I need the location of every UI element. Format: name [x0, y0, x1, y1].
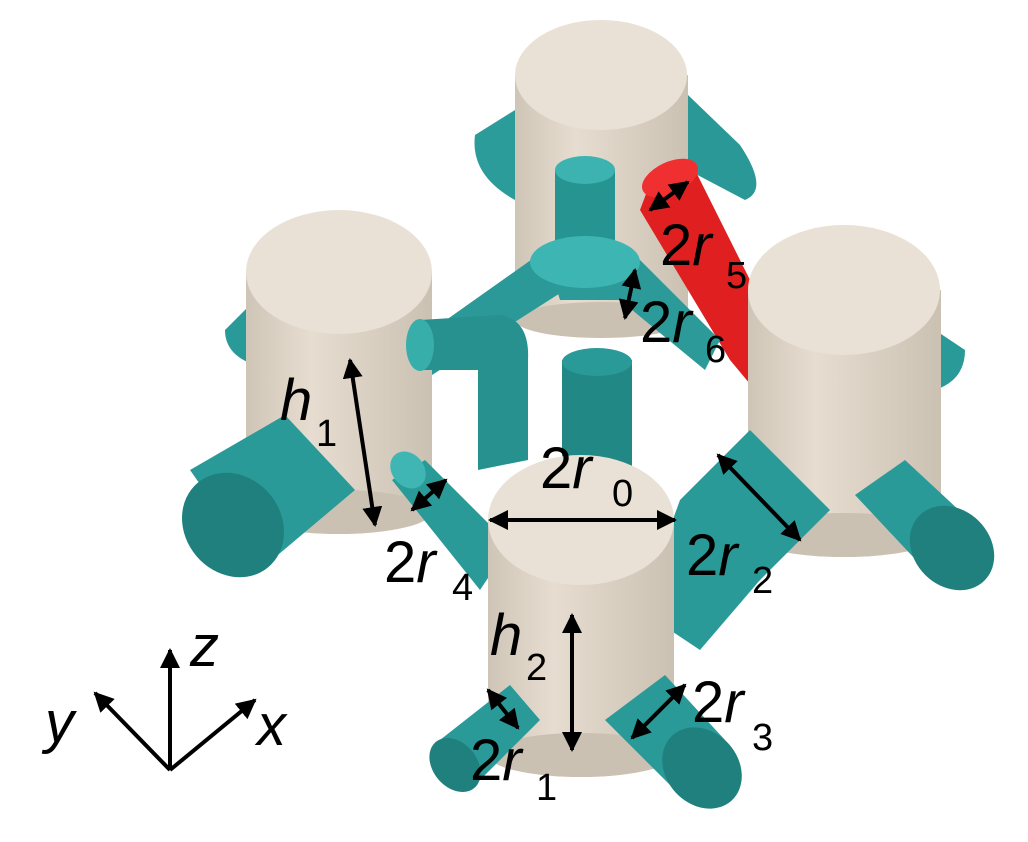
- rod-middle-vertical: [562, 348, 632, 470]
- axis-x-label: x: [254, 693, 288, 758]
- svg-text:2r: 2r: [540, 436, 594, 501]
- svg-text:5: 5: [726, 255, 747, 297]
- axis-z-label: z: [189, 614, 219, 679]
- dimension-arrows: [342, 180, 802, 752]
- label-r2: 2r 2: [686, 523, 773, 602]
- label-r3: 2r 3: [692, 670, 773, 759]
- arrow-r2: [716, 453, 802, 542]
- rod-back-left: [474, 110, 515, 200]
- rod-back-right: [688, 95, 757, 200]
- svg-text:2r: 2r: [692, 670, 746, 735]
- pillar-right: [748, 225, 941, 557]
- label-r6: 2r 6: [640, 290, 726, 371]
- svg-text:0: 0: [612, 473, 633, 515]
- arrow-r6: [618, 268, 642, 320]
- arrow-h1: [342, 358, 383, 527]
- arrow-r4: [410, 478, 448, 512]
- label-h1: h 1: [280, 368, 337, 455]
- axis-x-arrow: [168, 698, 257, 772]
- svg-text:2r: 2r: [384, 530, 438, 595]
- label-h2: h 2: [490, 603, 547, 689]
- svg-text:1: 1: [316, 413, 337, 455]
- rod-right-front: [855, 460, 995, 591]
- rod-right-back: [935, 330, 965, 390]
- rod-bent: [406, 315, 529, 470]
- svg-text:2r: 2r: [640, 290, 694, 355]
- label-r0: 2r 0: [540, 436, 633, 515]
- svg-text:2r: 2r: [660, 213, 714, 278]
- svg-text:4: 4: [452, 567, 473, 609]
- arrow-r1: [486, 688, 520, 730]
- svg-text:h: h: [490, 603, 522, 668]
- pillar-left: [246, 210, 432, 534]
- arrow-r5: [648, 180, 690, 212]
- svg-text:3: 3: [752, 717, 773, 759]
- axes-indicator: z y x: [41, 614, 288, 772]
- arrow-r3: [630, 683, 687, 740]
- label-r1: 2r 1: [470, 728, 557, 809]
- svg-text:2r: 2r: [686, 523, 740, 588]
- svg-text:1: 1: [536, 767, 557, 809]
- rod-left-front: [181, 415, 355, 578]
- label-r5: 2r 5: [660, 213, 747, 297]
- svg-text:h: h: [280, 368, 312, 433]
- svg-text:2r: 2r: [470, 728, 524, 793]
- svg-text:2: 2: [526, 647, 547, 689]
- svg-text:6: 6: [705, 329, 726, 371]
- label-r4: 2r 4: [384, 530, 473, 609]
- svg-text:2: 2: [752, 560, 773, 602]
- axis-y-label: y: [41, 690, 77, 755]
- axis-y-arrow: [93, 691, 172, 772]
